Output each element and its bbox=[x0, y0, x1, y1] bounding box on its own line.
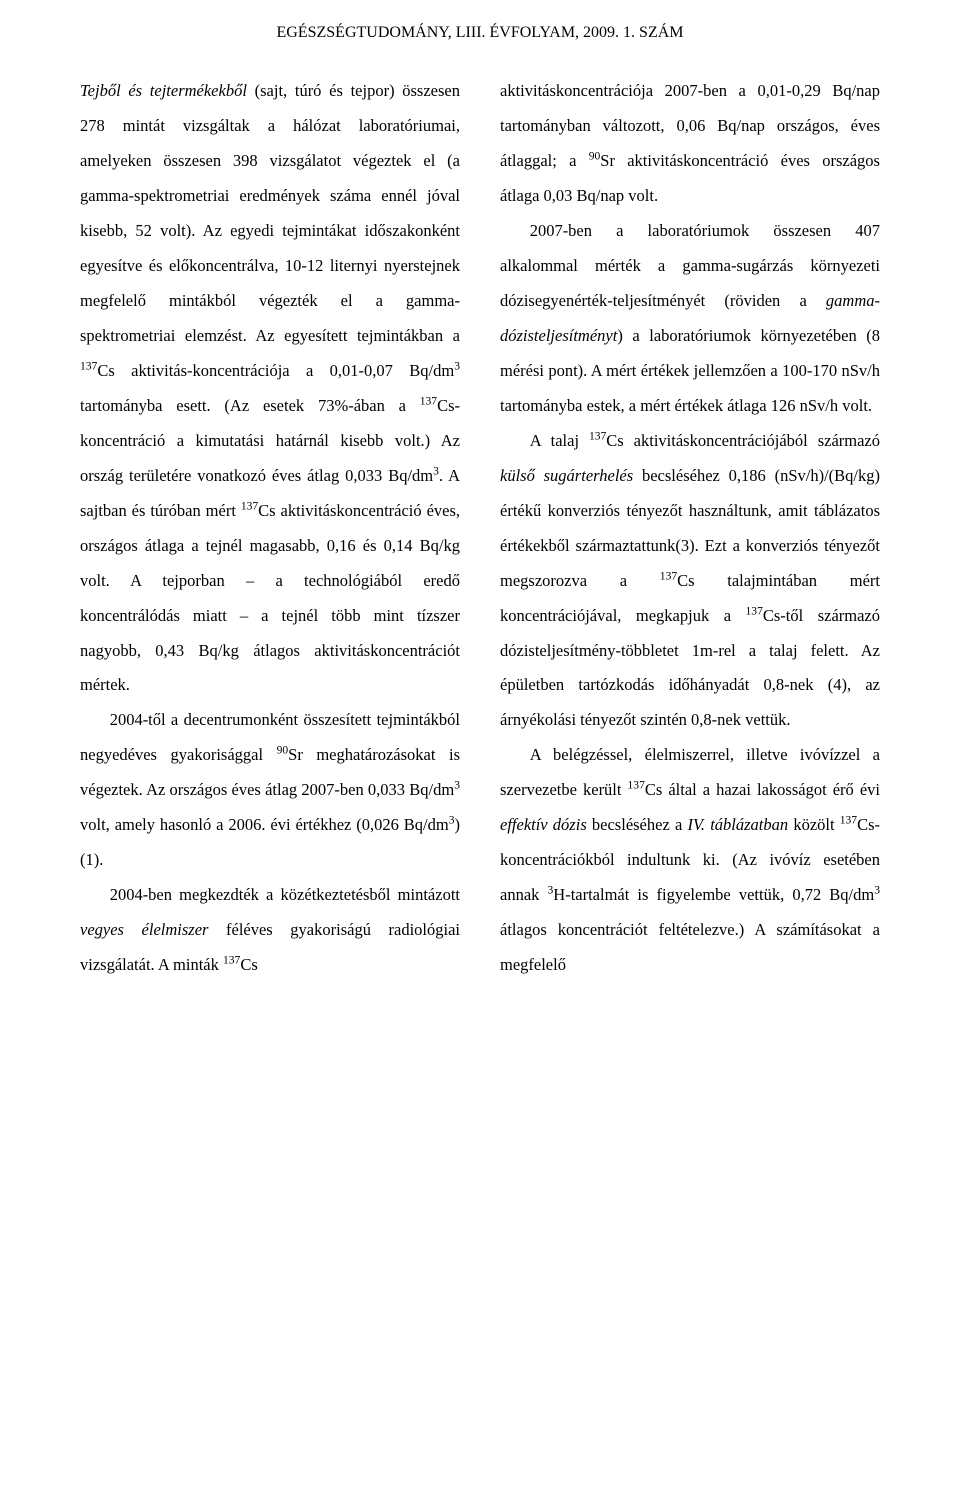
text-span: volt, amely hasonló a 2006. évi értékhez… bbox=[80, 815, 449, 834]
text-span: 2004-ben megkezdték a közétkeztetésből m… bbox=[110, 885, 460, 904]
text-span: A talaj bbox=[530, 431, 589, 450]
text-span: H-tartalmát is figyelembe vettük, 0,72 B… bbox=[553, 885, 874, 904]
isotope-sup: 137 bbox=[589, 430, 606, 442]
unit-sup: 3 bbox=[454, 780, 460, 792]
running-header: EGÉSZSÉGTUDOMÁNY, LIII. ÉVFOLYAM, 2009. … bbox=[80, 24, 880, 42]
left-paragraph-1: Tejből és tejtermékekből (sajt, túró és … bbox=[80, 74, 460, 703]
isotope-sup: 137 bbox=[840, 815, 857, 827]
text-span: tartományba esett. (Az esetek 73%-ában a bbox=[80, 396, 420, 415]
text-span: Cs aktivitáskoncentráció éves, országos … bbox=[80, 501, 460, 695]
column-right: aktivitáskoncentrációja 2007-ben a 0,01-… bbox=[500, 74, 880, 983]
right-paragraph-1: aktivitáskoncentrációja 2007-ben a 0,01-… bbox=[500, 74, 880, 214]
text-span: (sajt, túró és tejpor) összesen 278 mint… bbox=[80, 81, 460, 345]
left-paragraph-3: 2004-ben megkezdték a közétkeztetésből m… bbox=[80, 878, 460, 983]
column-left: Tejből és tejtermékekből (sajt, túró és … bbox=[80, 74, 460, 983]
isotope-sup: 137 bbox=[80, 360, 97, 372]
right-paragraph-4: A belégzéssel, élelmiszerrel, illetve iv… bbox=[500, 738, 880, 983]
text-span: 2007-ben a laboratóriumok összesen 407 a… bbox=[500, 221, 880, 310]
text-span: átlagos koncentrációt feltételezve.) A s… bbox=[500, 920, 880, 974]
isotope-sup: 137 bbox=[241, 500, 258, 512]
isotope-sup: 137 bbox=[223, 955, 240, 967]
text-span: becsléséhez a bbox=[587, 815, 688, 834]
right-paragraph-3: A talaj 137Cs aktivitáskoncentrációjából… bbox=[500, 424, 880, 739]
text-span: Cs által a hazai lakosságot érő évi bbox=[645, 780, 880, 799]
isotope-sup: 137 bbox=[420, 395, 437, 407]
unit-sup: 3 bbox=[874, 885, 880, 897]
page-root: EGÉSZSÉGTUDOMÁNY, LIII. ÉVFOLYAM, 2009. … bbox=[0, 0, 960, 1504]
text-span: Cs aktivitás-koncentrációja a 0,01-0,07 … bbox=[97, 361, 454, 380]
italic-phrase: külső sugárterhelés bbox=[500, 466, 633, 485]
italic-phrase: IV. táblázatban bbox=[687, 815, 788, 834]
isotope-sup: 90 bbox=[589, 150, 601, 162]
text-span: Cs bbox=[240, 955, 257, 974]
italic-phrase: Tejből és tejtermékekből bbox=[80, 81, 247, 100]
text-span: Cs aktivitáskoncentrációjából származó bbox=[606, 431, 880, 450]
isotope-sup: 90 bbox=[277, 745, 289, 757]
unit-sup: 3 bbox=[454, 360, 460, 372]
italic-phrase: vegyes élelmiszer bbox=[80, 920, 208, 939]
two-column-layout: Tejből és tejtermékekből (sajt, túró és … bbox=[80, 74, 880, 983]
italic-phrase: effektív dózis bbox=[500, 815, 587, 834]
right-paragraph-2: 2007-ben a laboratóriumok összesen 407 a… bbox=[500, 214, 880, 424]
text-span: közölt bbox=[788, 815, 840, 834]
isotope-sup: 137 bbox=[660, 570, 677, 582]
left-paragraph-2: 2004-től a decentrumonként összesített t… bbox=[80, 703, 460, 878]
isotope-sup: 137 bbox=[628, 780, 645, 792]
isotope-sup: 137 bbox=[746, 605, 763, 617]
